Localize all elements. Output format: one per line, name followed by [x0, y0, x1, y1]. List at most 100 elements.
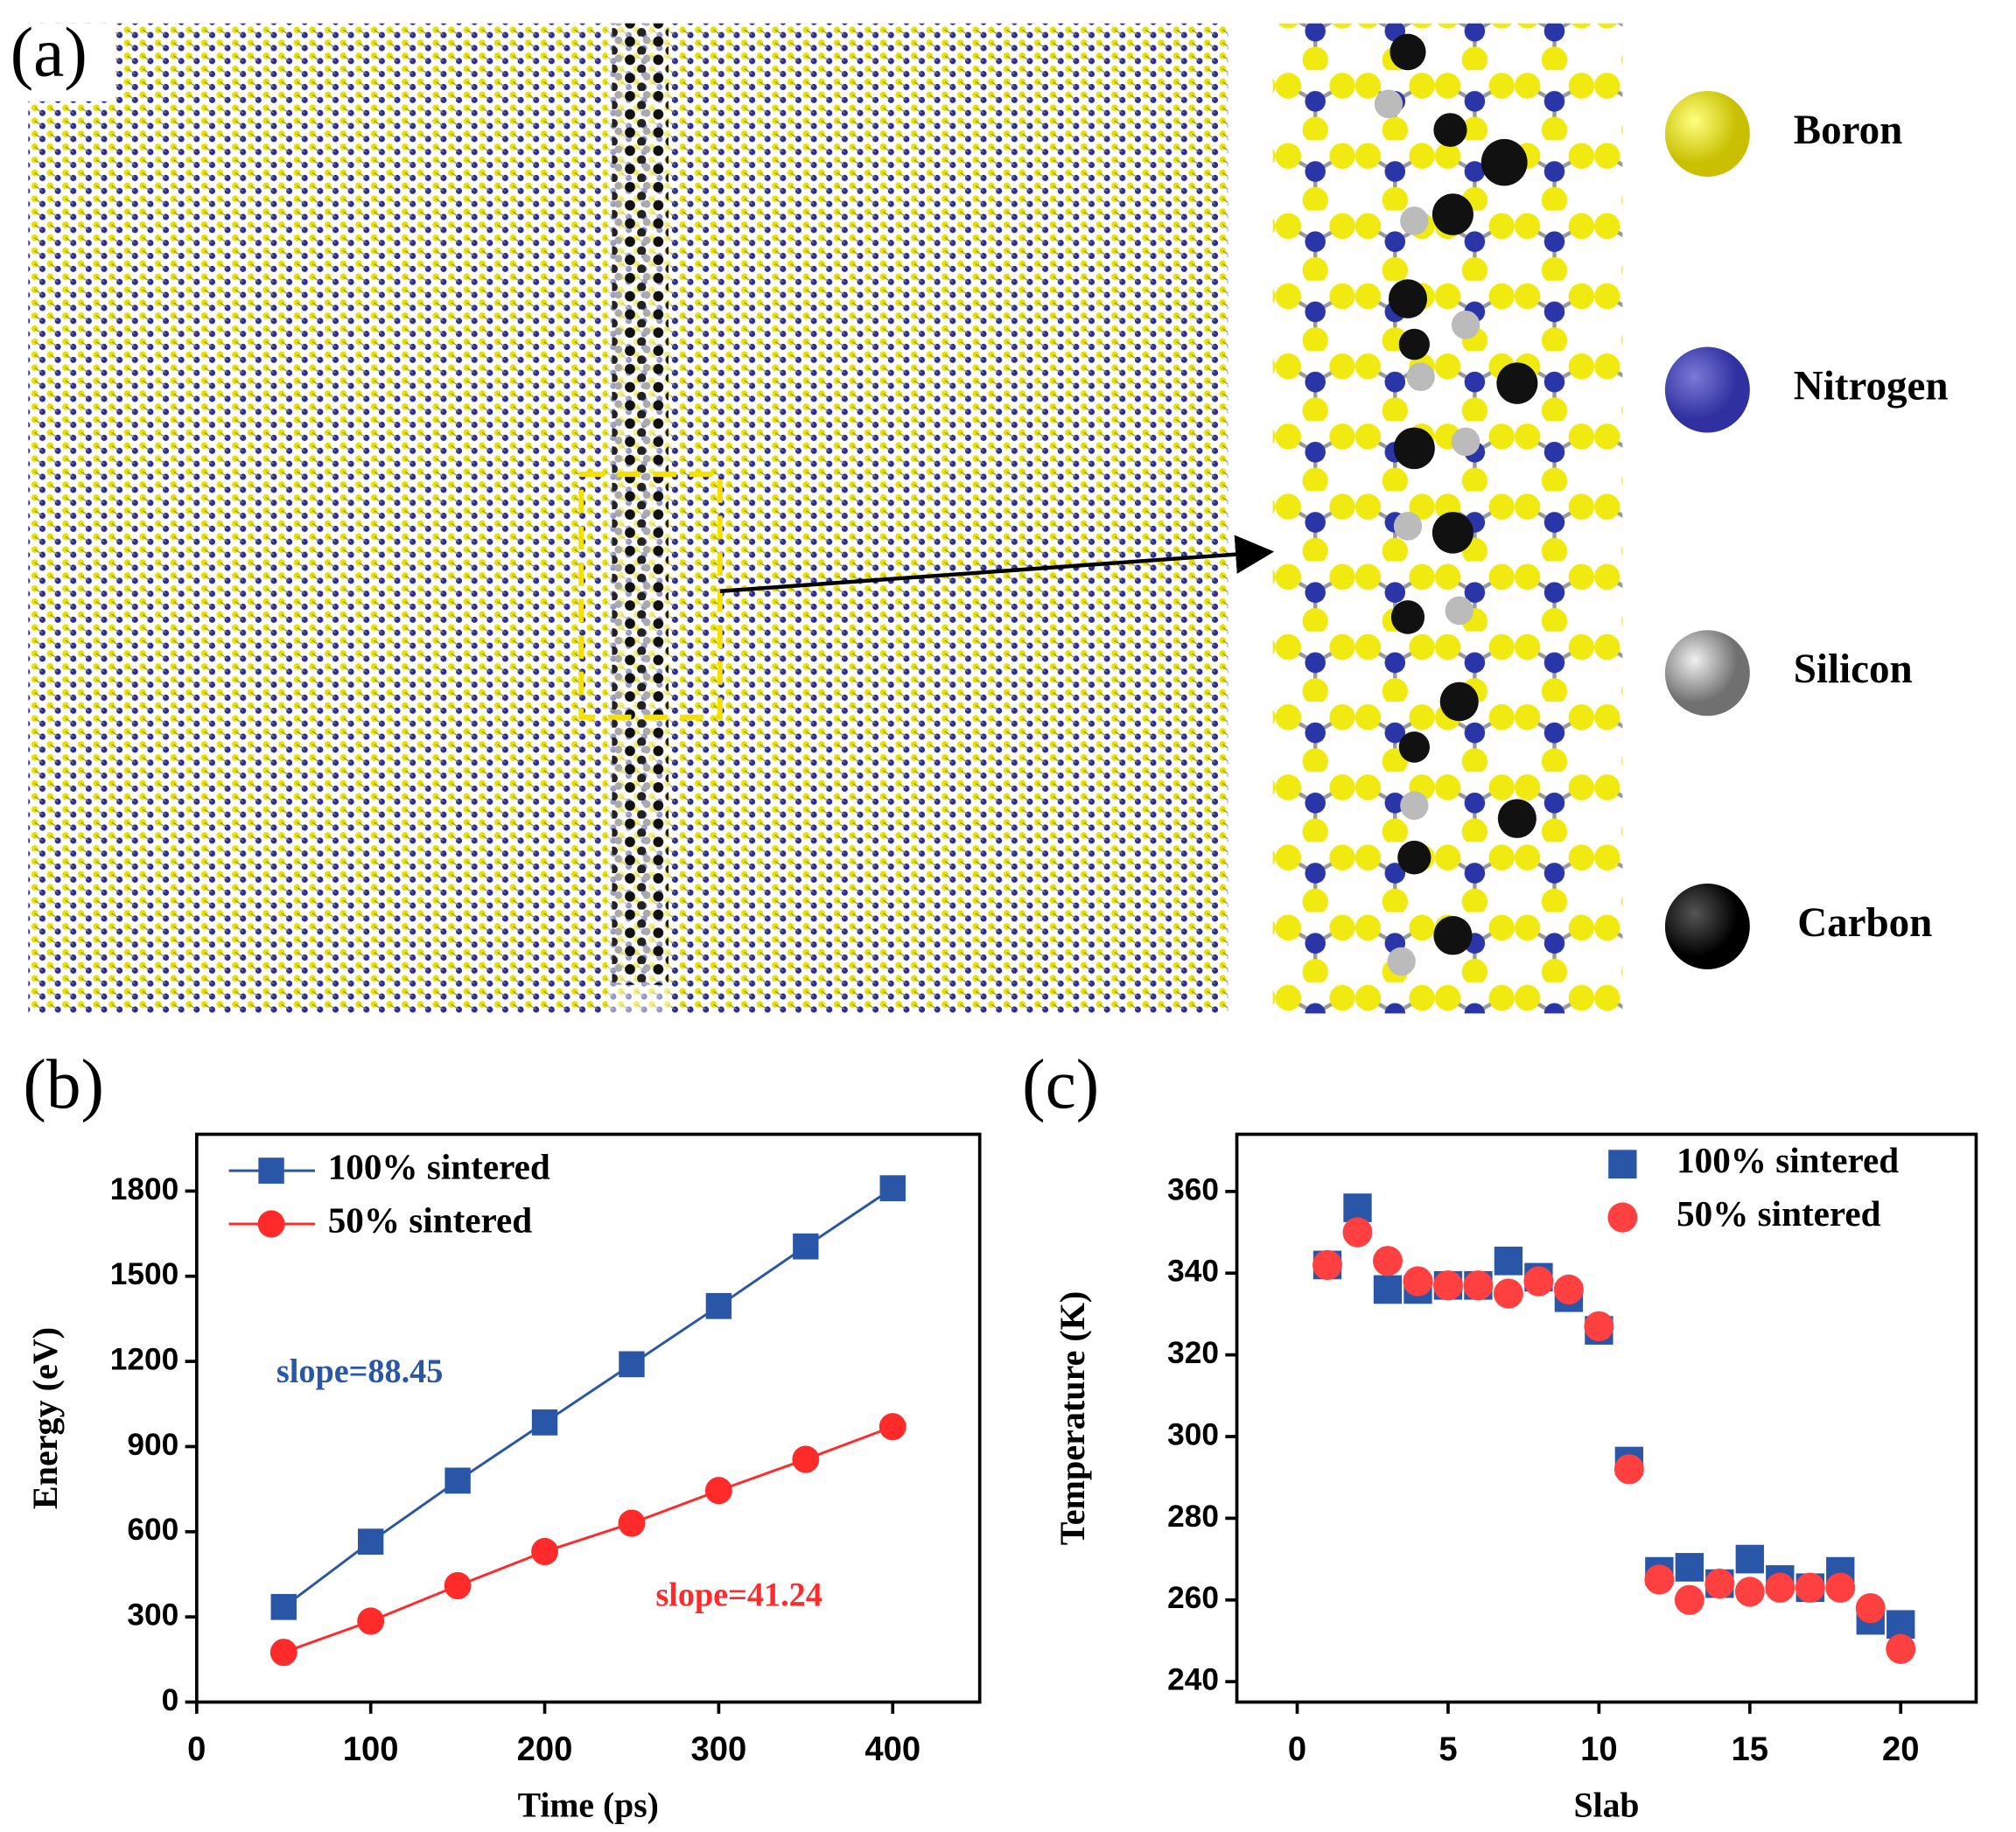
data-point — [1735, 1544, 1764, 1574]
data-point — [792, 1445, 820, 1473]
data-point — [357, 1607, 385, 1635]
y-tick-label: 320 — [1167, 1335, 1219, 1370]
x-axis-label: Slab — [1574, 1785, 1640, 1824]
atom-label: Carbon — [1797, 900, 1932, 946]
data-point — [1584, 1311, 1614, 1342]
data-point — [878, 1413, 906, 1441]
label-bg — [6, 23, 116, 101]
data-point — [1312, 1249, 1342, 1281]
y-tick-label: 280 — [1167, 1499, 1219, 1534]
x-tick-label: 0 — [187, 1731, 206, 1768]
data-point — [1644, 1564, 1675, 1595]
panel-label: (a) — [10, 14, 88, 91]
y-axis-label: Temperature (K) — [1053, 1291, 1092, 1546]
y-tick-label: 300 — [127, 1597, 178, 1632]
data-point — [1463, 1270, 1494, 1301]
y-tick-label: 260 — [1167, 1580, 1219, 1615]
x-tick-label: 400 — [864, 1731, 920, 1768]
data-point — [270, 1639, 298, 1667]
data-point — [444, 1467, 471, 1494]
data-point — [1342, 1217, 1373, 1248]
data-point — [704, 1477, 732, 1505]
legend-marker — [1608, 1150, 1637, 1178]
data-point — [1795, 1572, 1825, 1603]
grain-boundary — [612, 23, 669, 985]
data-point — [705, 1292, 732, 1319]
data-point — [1494, 1246, 1523, 1276]
data-point — [1886, 1633, 1916, 1664]
zoom-carbon — [1388, 33, 1538, 955]
plot-frame — [1235, 1132, 1978, 1704]
y-tick-label: 900 — [127, 1427, 178, 1462]
y-tick-label: 0 — [162, 1682, 179, 1717]
data-point — [357, 1528, 384, 1556]
data-point — [270, 1593, 297, 1620]
series-line — [283, 1186, 894, 1608]
data-point — [1704, 1568, 1735, 1599]
data-point — [531, 1537, 558, 1566]
x-tick-label: 200 — [517, 1731, 573, 1768]
data-point — [1523, 1266, 1554, 1297]
atom-sphere — [1664, 90, 1750, 177]
zoom-box — [578, 472, 723, 720]
legend-marker — [257, 1210, 285, 1238]
annotation: slope=88.45 — [276, 1353, 443, 1390]
y-tick-label: 360 — [1167, 1171, 1219, 1206]
atom-sphere — [1664, 883, 1750, 969]
legend-label: 50% sintered — [1676, 1193, 1880, 1234]
data-point — [531, 1409, 558, 1436]
x-tick-label: 300 — [691, 1731, 747, 1768]
x-tick-label: 100 — [343, 1731, 399, 1768]
atom-label: Nitrogen — [1794, 363, 1949, 409]
data-point — [1734, 1577, 1765, 1607]
x-tick-label: 20 — [1882, 1731, 1919, 1768]
data-point — [1855, 1592, 1886, 1624]
y-tick-label: 600 — [127, 1512, 178, 1547]
data-point — [1825, 1572, 1856, 1603]
legend-marker — [258, 1157, 284, 1184]
y-tick-label: 1800 — [110, 1171, 178, 1206]
y-axis-label: Energy (eV) — [25, 1327, 65, 1509]
zoom-arrow — [719, 535, 1275, 593]
data-point — [1432, 1270, 1463, 1301]
panel-label: (b) — [23, 1046, 104, 1123]
x-tick-label: 10 — [1580, 1731, 1617, 1768]
plot-frame — [194, 1132, 982, 1704]
legend-label: 50% sintered — [328, 1199, 532, 1240]
data-point — [1373, 1275, 1403, 1304]
data-point — [1553, 1274, 1584, 1305]
data-point — [1765, 1572, 1796, 1603]
data-point — [1373, 1246, 1403, 1276]
atom-label: Silicon — [1794, 647, 1913, 692]
data-point — [1675, 1553, 1704, 1582]
series-line — [283, 1425, 893, 1654]
x-tick-label: 0 — [1288, 1731, 1306, 1768]
data-point — [793, 1233, 819, 1260]
atom-sphere — [1664, 346, 1750, 433]
annotation: slope=41.24 — [655, 1577, 822, 1613]
data-point — [444, 1571, 472, 1600]
data-point — [879, 1175, 906, 1202]
y-tick-label: 300 — [1167, 1416, 1219, 1451]
panel-label: (c) — [1022, 1046, 1099, 1123]
x-tick-label: 15 — [1732, 1731, 1768, 1768]
y-tick-label: 1200 — [110, 1341, 178, 1376]
zoom-silicon — [1374, 89, 1480, 976]
data-point — [1674, 1584, 1704, 1615]
y-tick-label: 240 — [1167, 1661, 1219, 1696]
legend-marker — [1607, 1202, 1638, 1233]
data-point — [619, 1351, 645, 1378]
atom-sphere — [1664, 630, 1750, 717]
x-tick-label: 5 — [1438, 1731, 1457, 1768]
data-point — [1614, 1454, 1644, 1485]
y-tick-label: 340 — [1167, 1253, 1219, 1288]
data-point — [1493, 1278, 1523, 1309]
legend-label: 100% sintered — [328, 1146, 550, 1186]
data-point — [618, 1509, 646, 1537]
y-tick-label: 1500 — [110, 1256, 178, 1291]
x-axis-label: Time (ps) — [518, 1785, 659, 1824]
atom-label: Boron — [1794, 108, 1903, 153]
legend-label: 100% sintered — [1676, 1140, 1899, 1180]
data-point — [1403, 1266, 1433, 1297]
